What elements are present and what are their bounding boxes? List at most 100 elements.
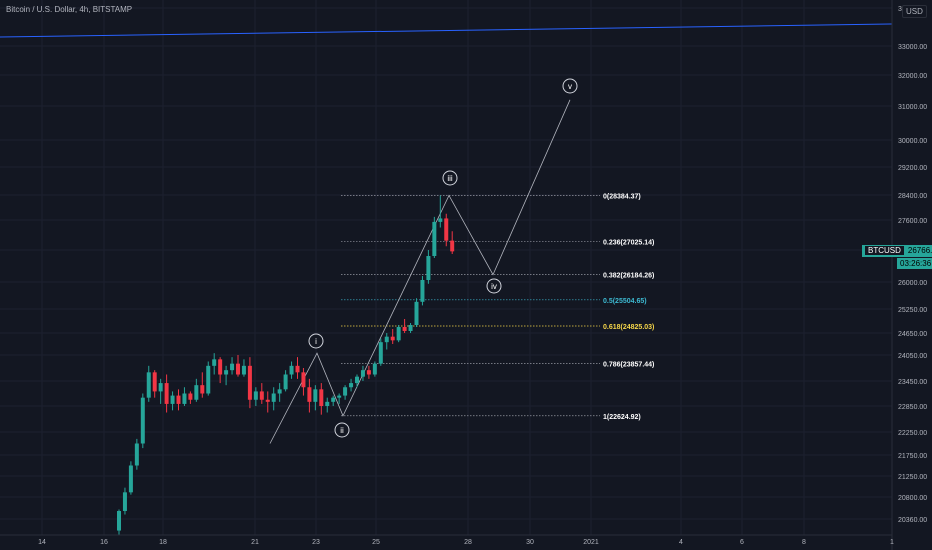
price-tick-label: 20360.00 [898, 517, 927, 524]
price-tick-label: 24650.00 [898, 331, 927, 338]
candle-body [152, 372, 157, 392]
candle-body [176, 395, 181, 404]
candle-body [432, 221, 437, 256]
candle-body [402, 327, 407, 331]
wave-label: ii [340, 426, 344, 435]
candle-body [426, 256, 431, 280]
price-tick-label: 31000.00 [898, 104, 927, 111]
candle-body [230, 363, 235, 371]
price-tick-label: 28400.00 [898, 193, 927, 200]
price-tick-label: 24050.00 [898, 353, 927, 360]
time-tick-label: 30 [526, 539, 534, 546]
wave-label-circle [334, 422, 350, 438]
bar-countdown: 03:26:36 [897, 258, 932, 269]
chart-title: Bitcoin / U.S. Dollar, 4h, BITSTAMP [6, 5, 133, 14]
currency-selector[interactable]: USD [902, 5, 927, 18]
candle-body [372, 363, 377, 375]
fib-label: 1(22624.92) [603, 414, 641, 421]
fib-label: 0.236(27025.14) [603, 240, 654, 247]
price-tick-label: 22850.00 [898, 404, 927, 411]
fib-label: 0.382(26184.26) [603, 273, 654, 280]
candle-body [170, 395, 175, 404]
candle-body [319, 389, 324, 406]
elliott-wave-path [269, 99, 571, 444]
price-tick-label: 20800.00 [898, 495, 927, 502]
candle-body [134, 443, 139, 466]
time-tick-label: 1 [890, 539, 894, 546]
price-tick-label: 30000.00 [898, 138, 927, 145]
price-tick-label: 23450.00 [898, 379, 927, 386]
candle-body [224, 370, 229, 375]
candle-body [122, 492, 127, 511]
price-tick-label: 26000.00 [898, 280, 927, 287]
candle-body [378, 342, 383, 364]
candle-body [396, 327, 401, 341]
fib-label: 0.5(25504.65) [603, 298, 647, 305]
candle-body [164, 383, 169, 404]
candle-body [188, 393, 193, 400]
candle-body [295, 365, 300, 373]
price-tick-label: 27600.00 [898, 218, 927, 225]
candle-body [301, 372, 306, 388]
time-tick-label: 21 [251, 539, 259, 546]
time-tick-label: 14 [38, 539, 46, 546]
candle-body [360, 370, 365, 377]
price-tick-label: 22250.00 [898, 430, 927, 437]
candle-body [414, 301, 419, 325]
candle-body [289, 365, 294, 375]
candle-body [241, 365, 246, 375]
candle-body [444, 218, 449, 241]
candle-body [259, 391, 264, 400]
time-tick-label: 8 [802, 539, 806, 546]
time-tick-label: 2021 [583, 539, 599, 546]
wave-label: v [568, 82, 572, 91]
candle-body [331, 397, 336, 402]
candle-body [277, 389, 282, 394]
price-tick-label: 21250.00 [898, 474, 927, 481]
candle-body [194, 385, 199, 400]
wave-label-circle [308, 333, 324, 349]
fib-label: 0.786(23857.44) [603, 361, 654, 368]
candle-body [283, 374, 288, 390]
wave-label-circle [442, 170, 458, 186]
wave-label: iv [491, 282, 497, 291]
candle-body [182, 393, 187, 404]
candle-body [206, 365, 211, 394]
wave-label: i [315, 337, 317, 346]
price-tick-label: 25250.00 [898, 307, 927, 314]
candle-body [349, 383, 354, 388]
price-axis [892, 0, 932, 550]
candle-body [420, 280, 425, 302]
candle-body [247, 365, 252, 400]
time-tick-label: 25 [372, 539, 380, 546]
candle-body [313, 389, 318, 402]
price-tick-label: 32000.00 [898, 73, 927, 80]
candle-body [128, 465, 133, 493]
candle-body [117, 511, 121, 531]
time-tick-label: 4 [679, 539, 683, 546]
trendline [0, 23, 893, 38]
price-tick-label: 21750.00 [898, 453, 927, 460]
candle-body [390, 336, 395, 341]
candle-body [384, 336, 389, 343]
candle-body [236, 363, 240, 375]
candle-body [438, 218, 443, 222]
candle-body [343, 387, 348, 396]
time-tick-label: 16 [100, 539, 108, 546]
time-tick-label: 18 [159, 539, 167, 546]
candle-body [450, 240, 455, 252]
candle-body [265, 399, 270, 402]
last-price-value: 26766.05 [907, 246, 932, 255]
fib-label: 0(28384.37) [603, 193, 641, 200]
candle-body [253, 391, 258, 400]
candle-body [337, 395, 342, 398]
candle-body [140, 397, 145, 444]
time-tick-label: 6 [740, 539, 744, 546]
candle-body [325, 401, 330, 406]
candle-body [271, 393, 276, 402]
candle-body [366, 370, 371, 375]
candle-body [218, 359, 223, 375]
candle-body [355, 376, 359, 384]
